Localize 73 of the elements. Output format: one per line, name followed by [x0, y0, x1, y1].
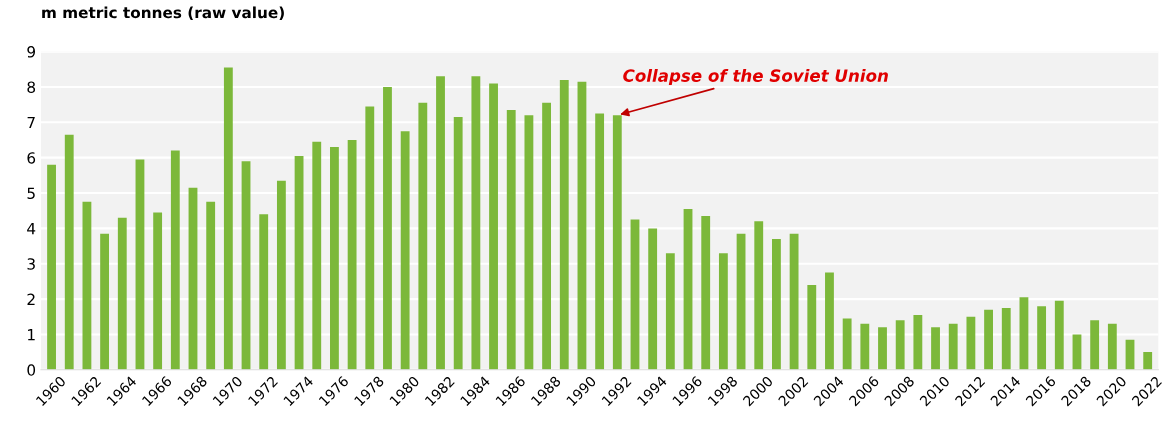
y-tick-label: 6: [27, 152, 36, 164]
bar: [436, 76, 445, 370]
bar: [347, 139, 357, 370]
bar: [807, 284, 817, 370]
bar: [1019, 297, 1029, 370]
bar: [241, 161, 251, 370]
annotation: Collapse of the Soviet Union: [623, 68, 888, 86]
bar: [418, 102, 428, 370]
y-tick-label: 8: [27, 81, 36, 93]
bar: [471, 76, 481, 370]
bar: [64, 134, 74, 370]
bar: [895, 320, 905, 370]
bar: [966, 316, 976, 370]
bar: [135, 159, 145, 370]
bar: [383, 86, 392, 370]
bar: [82, 201, 92, 370]
bar: [542, 102, 552, 370]
bar: [330, 147, 339, 370]
bar: [860, 323, 870, 370]
bar: [170, 150, 180, 370]
bar: [489, 83, 498, 370]
bar: [312, 141, 322, 370]
bar: [701, 216, 711, 370]
bar: [754, 221, 764, 370]
bar: [612, 115, 622, 370]
bar: [825, 272, 834, 370]
bar: [772, 238, 781, 370]
y-axis-title: m metric tonnes (raw value): [42, 6, 284, 21]
bar: [117, 217, 127, 370]
y-tick-label: 7: [27, 116, 35, 129]
bar: [276, 180, 286, 370]
bar: [559, 79, 569, 370]
bar: [683, 208, 693, 370]
bar: [453, 117, 463, 370]
bar: [984, 309, 993, 370]
y-tick-label: 2: [27, 293, 35, 305]
bar: [789, 233, 799, 370]
bar: [524, 115, 534, 370]
bar: [223, 67, 233, 370]
bar: [1107, 323, 1117, 370]
bar: [595, 113, 605, 370]
bar: [100, 233, 110, 370]
bar: [842, 318, 852, 370]
bar: [718, 253, 728, 370]
bar: [665, 253, 675, 370]
y-tick-label: 3: [27, 258, 35, 270]
bar: [365, 106, 375, 370]
bar: [1090, 320, 1100, 370]
bar: [206, 201, 216, 370]
bar: [188, 187, 198, 370]
bar: [878, 327, 887, 370]
y-tick-label: 9: [27, 46, 36, 58]
bar: [259, 214, 269, 370]
bar: [577, 81, 587, 370]
bar: [931, 327, 940, 370]
y-tick-label: 0: [27, 364, 36, 376]
bar: [1054, 300, 1064, 370]
bar: [736, 233, 746, 370]
bar: [1001, 307, 1011, 370]
y-tick-label: 1: [28, 329, 35, 341]
bar: [913, 315, 923, 370]
bar: [400, 131, 410, 370]
bar: [294, 155, 304, 370]
bar: [1037, 306, 1047, 370]
bar: [630, 219, 640, 370]
bar: [1143, 352, 1153, 370]
bar: [506, 109, 516, 370]
bar: [153, 212, 163, 370]
bar: [47, 164, 56, 370]
y-tick-label: 5: [27, 187, 35, 200]
y-tick-label: 4: [27, 223, 36, 235]
bar: [648, 228, 658, 370]
bar: [948, 323, 958, 370]
